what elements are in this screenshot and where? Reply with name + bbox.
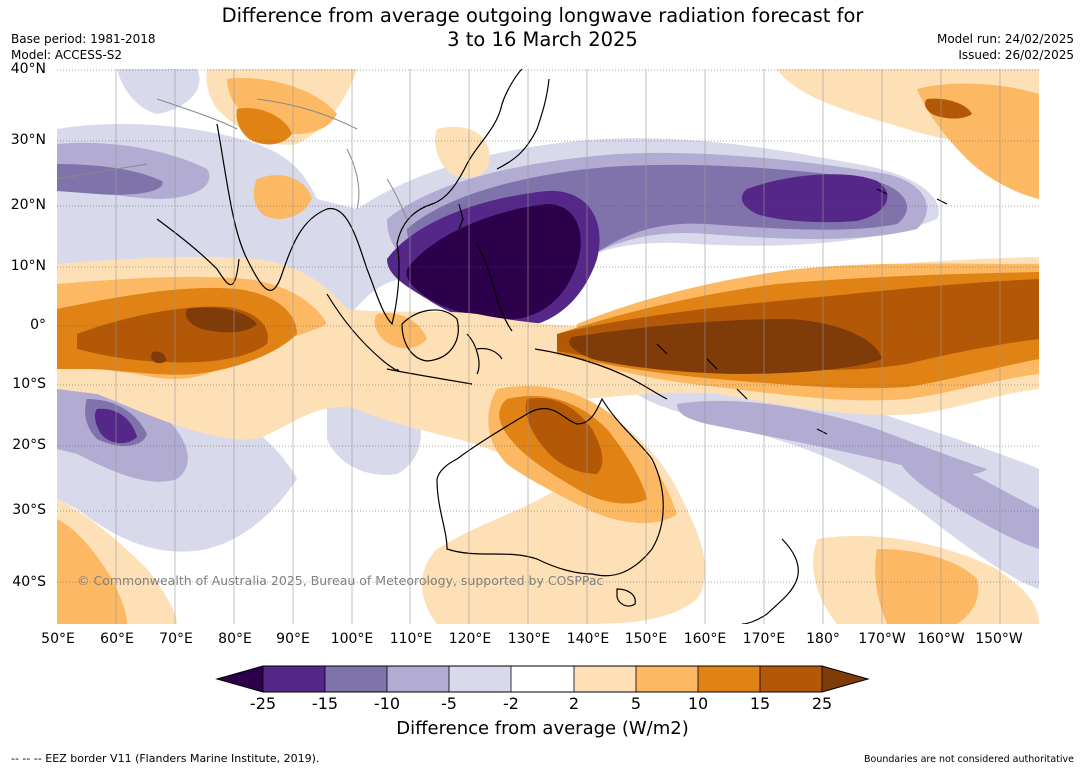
base-period: Base period: 1981-2018 xyxy=(11,32,156,46)
lon-label-70e: 70°E xyxy=(159,631,193,647)
model-name: Model: ACCESS-S2 xyxy=(11,48,123,62)
lon-label-120e: 120°E xyxy=(448,631,492,647)
run-info: Model run: 24/02/2025 Issued: 26/02/2025 xyxy=(937,31,1074,63)
colorbar-tick-minus5: -5 xyxy=(441,694,457,713)
coastlines xyxy=(156,69,948,624)
lon-label-160w: 160°W xyxy=(917,631,965,647)
title-line-2: 3 to 16 March 2025 xyxy=(447,28,638,51)
model-info: Base period: 1981-2018 Model: ACCESS-S2 xyxy=(11,31,156,63)
colorbar-swatch-8 xyxy=(698,666,760,692)
colorbar-tick-10: 10 xyxy=(687,694,709,713)
colorbar-swatch-5 xyxy=(511,666,574,692)
lat-label-10s: 10°S xyxy=(12,376,46,392)
coastline-australia xyxy=(436,397,664,577)
colorbar-tick-25: 25 xyxy=(811,694,833,713)
lat-label-30s: 30°S xyxy=(12,502,46,518)
coastline-tasmania xyxy=(616,588,636,607)
colorbar xyxy=(215,665,870,693)
lon-label-180: 180° xyxy=(806,631,840,647)
lon-label-140e: 140°E xyxy=(566,631,610,647)
lon-label-110e: 110°E xyxy=(389,631,433,647)
lon-label-170w: 170°W xyxy=(858,631,906,647)
coastline-pacific-islands xyxy=(656,188,948,435)
colorbar-swatch-6 xyxy=(574,666,636,692)
title-line-1: Difference from average outgoing longwav… xyxy=(221,4,864,27)
lon-label-130e: 130°E xyxy=(507,631,551,647)
lon-label-100e: 100°E xyxy=(330,631,374,647)
country-borders xyxy=(57,98,408,220)
lon-label-170e: 170°E xyxy=(742,631,786,647)
colorbar-tick-5: 5 xyxy=(630,694,642,713)
colorbar-tick-minus15: -15 xyxy=(311,694,339,713)
coastline-philippines xyxy=(476,243,513,332)
coastline-new-guinea xyxy=(534,348,668,400)
lat-label-40n: 40°N xyxy=(10,61,46,77)
colorbar-swatch-4 xyxy=(449,666,511,692)
lat-label-40s: 40°S xyxy=(12,574,46,590)
lon-label-150e: 150°E xyxy=(624,631,668,647)
meridians xyxy=(115,69,1001,624)
colorbar-max-extension xyxy=(822,666,868,692)
olr-anomaly-map: © Commonwealth of Australia 2025, Bureau… xyxy=(57,69,1039,624)
lat-label-0: 0° xyxy=(30,317,46,333)
lat-label-30n: 30°N xyxy=(10,132,46,148)
lat-label-10n: 10°N xyxy=(10,258,46,274)
colorbar-min-extension xyxy=(217,666,263,692)
coastline-java xyxy=(386,368,473,385)
colorbar-swatch-1 xyxy=(263,666,325,692)
coastline-asia xyxy=(216,69,523,326)
coastline-new-zealand xyxy=(741,538,799,624)
model-run: Model run: 24/02/2025 xyxy=(936,32,1074,46)
anomaly-band-gt-25 xyxy=(151,307,882,374)
colorbar-swatch-7 xyxy=(636,666,698,692)
map-title: Difference from average outgoing longwav… xyxy=(0,4,1085,52)
colorbar-tick-minus2: -2 xyxy=(503,694,519,713)
lon-label-80e: 80°E xyxy=(218,631,252,647)
eez-border-note: -- -- -- EEZ border V11 (Flanders Marine… xyxy=(11,752,320,765)
coastline-sulawesi xyxy=(466,333,503,375)
coastline-japan xyxy=(496,78,550,170)
lon-label-160e: 160°E xyxy=(683,631,727,647)
lat-label-20s: 20°S xyxy=(12,437,46,453)
lon-label-150w: 150°W xyxy=(975,631,1023,647)
lon-label-50e: 50°E xyxy=(41,631,75,647)
colorbar-tick-minus25: -25 xyxy=(249,694,277,713)
colorbar-label: Difference from average (W/m2) xyxy=(396,718,689,739)
colorbar-tick-2: 2 xyxy=(568,694,580,713)
colorbar-tick-minus10: -10 xyxy=(373,694,401,713)
copyright-notice: © Commonwealth of Australia 2025, Bureau… xyxy=(77,573,603,588)
boundaries-disclaimer: Boundaries are not considered authoritat… xyxy=(864,754,1074,765)
colorbar-swatch-9 xyxy=(760,666,822,692)
issued-date: Issued: 26/02/2025 xyxy=(958,48,1074,62)
lat-label-20n: 20°N xyxy=(10,197,46,213)
colorbar-swatch-2 xyxy=(325,666,387,692)
lon-label-90e: 90°E xyxy=(276,631,310,647)
colorbar-tick-15: 15 xyxy=(749,694,771,713)
anomaly-band-lt-minus25 xyxy=(406,204,581,320)
coastline-taiwan xyxy=(458,203,464,230)
colorbar-swatch-3 xyxy=(387,666,449,692)
lon-label-60e: 60°E xyxy=(100,631,134,647)
